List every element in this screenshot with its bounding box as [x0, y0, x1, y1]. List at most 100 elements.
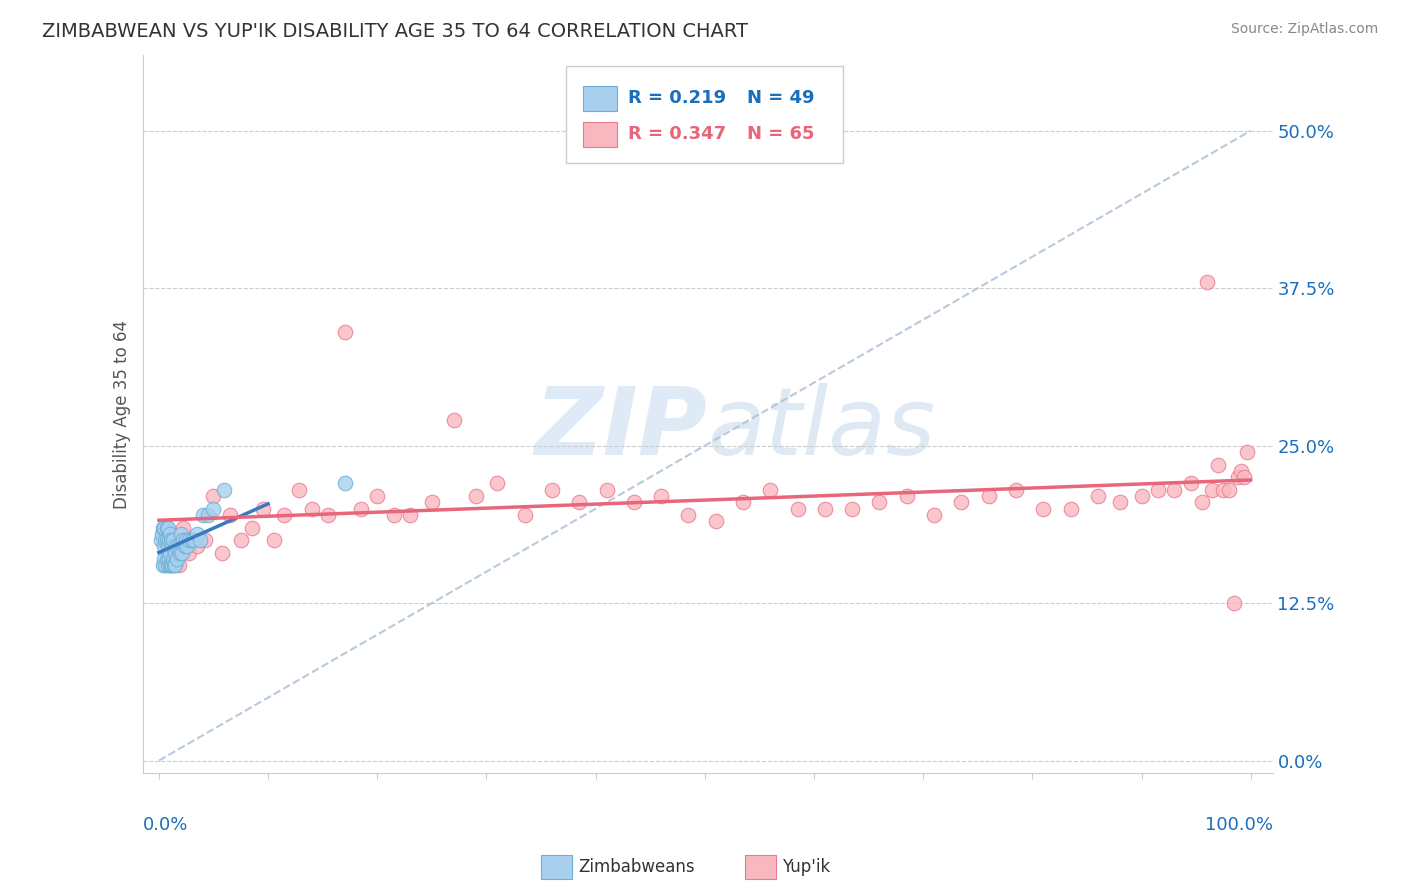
Text: 100.0%: 100.0% [1205, 816, 1272, 834]
Point [156, 552, 179, 566]
Point [166, 552, 188, 566]
Point [814, 501, 837, 516]
Point [162, 533, 184, 548]
Point [287, 483, 309, 497]
Y-axis label: Disability Age 35 to 64: Disability Age 35 to 64 [114, 319, 131, 508]
Point [1163, 483, 1185, 497]
Point [841, 501, 863, 516]
Text: 0.0%: 0.0% [142, 816, 188, 834]
Point [443, 413, 465, 427]
Point [152, 558, 174, 573]
Point [678, 508, 700, 522]
Point [1206, 458, 1229, 472]
Point [229, 533, 252, 548]
Point [160, 540, 183, 554]
Point [350, 501, 373, 516]
Point [211, 546, 233, 560]
Point [977, 489, 1000, 503]
Point [623, 495, 645, 509]
Point [160, 533, 183, 548]
Text: N = 65: N = 65 [747, 125, 814, 143]
Point [1087, 489, 1109, 503]
Point [155, 520, 177, 534]
Point [180, 533, 202, 548]
Point [214, 483, 236, 497]
Point [153, 552, 176, 566]
Point [1195, 275, 1218, 289]
Point [160, 533, 183, 548]
Text: ZIP: ZIP [534, 383, 707, 475]
Point [869, 495, 891, 509]
Point [1005, 483, 1028, 497]
Bar [583, 86, 617, 111]
Point [186, 540, 208, 554]
Point [1059, 501, 1081, 516]
Point [152, 520, 174, 534]
FancyBboxPatch shape [567, 66, 844, 163]
Point [155, 552, 177, 566]
Point [170, 526, 193, 541]
Point [1130, 489, 1153, 503]
Text: ZIMBABWEAN VS YUP'IK DISABILITY AGE 35 TO 64 CORRELATION CHART: ZIMBABWEAN VS YUP'IK DISABILITY AGE 35 T… [42, 22, 748, 41]
Point [263, 533, 285, 548]
Point [950, 495, 973, 509]
Point [1180, 476, 1202, 491]
Point [922, 508, 945, 522]
Point [169, 546, 191, 560]
Text: Zimbabweans: Zimbabweans [578, 858, 695, 876]
Point [174, 540, 197, 554]
Point [156, 558, 179, 573]
Point [1233, 470, 1256, 484]
Point [160, 558, 183, 573]
Bar [583, 121, 617, 146]
Point [176, 540, 198, 554]
Point [172, 520, 194, 534]
Point [165, 558, 187, 573]
Point [172, 533, 194, 548]
Point [333, 326, 356, 340]
Point [366, 489, 388, 503]
Point [163, 558, 186, 573]
Point [183, 533, 205, 548]
Point [759, 483, 782, 497]
Point [595, 483, 617, 497]
Point [150, 533, 173, 548]
Point [1226, 470, 1249, 484]
Point [333, 476, 356, 491]
Point [165, 540, 187, 554]
Point [155, 533, 177, 548]
Point [197, 508, 219, 522]
Point [165, 546, 187, 560]
Text: Yup'ik: Yup'ik [782, 858, 830, 876]
Point [191, 508, 214, 522]
Point [202, 501, 225, 516]
Point [150, 526, 173, 541]
Point [704, 514, 727, 528]
Point [301, 501, 323, 516]
Point [1230, 464, 1253, 478]
Point [1218, 483, 1240, 497]
Text: atlas: atlas [707, 383, 936, 474]
Point [731, 495, 754, 509]
Point [240, 520, 263, 534]
Point [1108, 495, 1130, 509]
Point [153, 520, 176, 534]
Point [179, 533, 201, 548]
Point [159, 558, 181, 573]
Point [1212, 483, 1234, 497]
Point [1191, 495, 1213, 509]
Point [157, 533, 180, 548]
Point [153, 540, 176, 554]
Point [1201, 483, 1223, 497]
Point [160, 558, 183, 573]
Point [159, 546, 181, 560]
Point [513, 508, 536, 522]
Text: Source: ZipAtlas.com: Source: ZipAtlas.com [1230, 22, 1378, 37]
Point [155, 533, 177, 548]
Text: R = 0.219: R = 0.219 [628, 89, 727, 107]
Point [896, 489, 918, 503]
Point [174, 533, 197, 548]
Point [157, 552, 180, 566]
Text: R = 0.347: R = 0.347 [628, 125, 727, 143]
Point [273, 508, 295, 522]
